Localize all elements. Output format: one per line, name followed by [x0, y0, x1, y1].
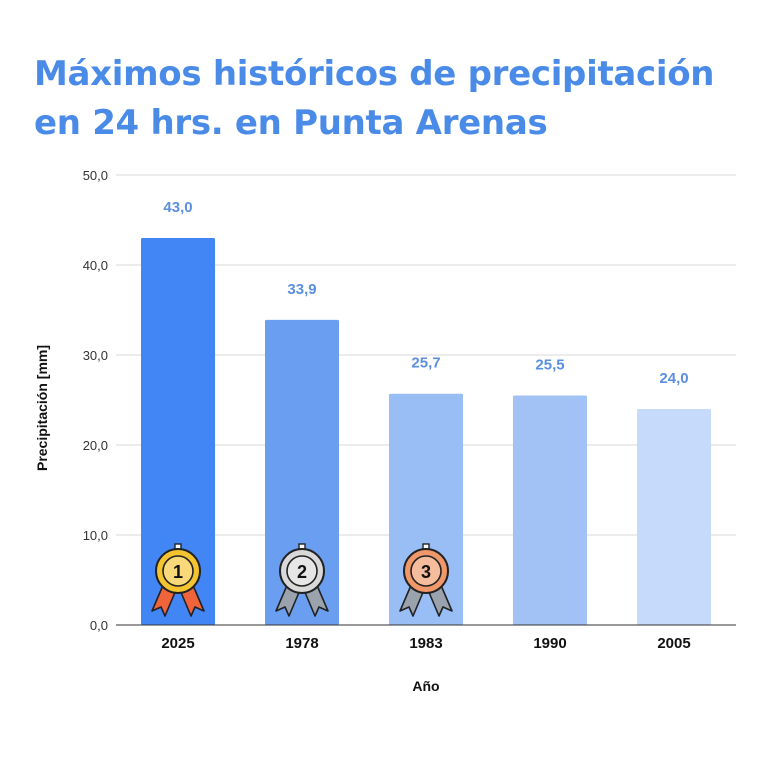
x-tick-label: 1978 [285, 635, 318, 652]
medal-inner-ring [162, 555, 194, 587]
y-tick-label: 40,0 [83, 258, 108, 273]
medal-inner-ring [286, 555, 318, 587]
medal-rank-label: 2 [297, 562, 307, 582]
data-label-1978: 33,9 [287, 281, 316, 298]
y-axis-label: Precipitación [mm] [34, 345, 50, 471]
data-label-2025: 43,0 [163, 199, 192, 216]
bar-1978 [265, 319, 339, 625]
y-axis-ticks: 0,0 10,0 20,0 30,0 40,0 50,0 [83, 168, 108, 633]
title-line-1: Máximos históricos de precipitación [34, 54, 715, 94]
x-tick-label: 1983 [409, 635, 442, 652]
medal-rank-label: 3 [421, 562, 431, 582]
x-tick-label: 2025 [161, 635, 194, 652]
x-axis-ticks: 2025 1978 1983 1990 2005 [161, 635, 690, 652]
y-tick-label: 20,0 [83, 438, 108, 453]
bar-1990 [513, 395, 587, 625]
y-tick-label: 10,0 [83, 528, 108, 543]
medal-3-icon: 3 [399, 543, 453, 617]
bar-2025 [141, 238, 215, 625]
data-label-2005: 24,0 [659, 370, 688, 387]
medals: 1 2 3 [151, 543, 453, 617]
medal-inner-ring [410, 555, 442, 587]
x-tick-label: 1990 [533, 635, 566, 652]
x-axis-label: Año [412, 678, 439, 694]
y-tick-label: 30,0 [83, 348, 108, 363]
bars [141, 238, 711, 625]
medal-rank-label: 1 [173, 562, 183, 582]
chart-title: Máximos históricos de precipitación en 2… [34, 50, 754, 148]
y-tick-label: 0,0 [90, 618, 108, 633]
bar-2005 [637, 409, 711, 625]
medal-1-icon: 1 [151, 543, 205, 617]
data-labels: 43,0 33,9 25,7 25,5 24,0 [163, 199, 688, 387]
data-label-1983: 25,7 [411, 355, 440, 372]
title-line-2: en 24 hrs. en Punta Arenas [34, 103, 548, 143]
data-label-1990: 25,5 [535, 357, 564, 374]
x-tick-label: 2005 [657, 635, 690, 652]
y-tick-label: 50,0 [83, 168, 108, 183]
medal-2-icon: 2 [275, 543, 329, 617]
